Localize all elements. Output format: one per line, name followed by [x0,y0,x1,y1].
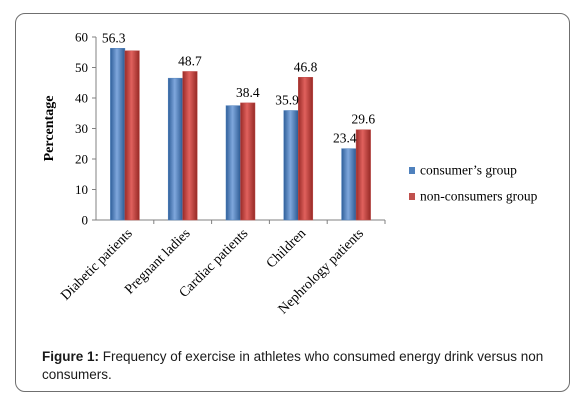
y-tick-label: 10 [75,182,88,197]
data-label: 35.9 [275,93,299,108]
caption-text: Frequency of exercise in athletes who co… [42,349,544,382]
data-label: 23.4 [333,131,357,146]
bar-consumer [283,110,299,221]
bar-non-consumer [182,71,198,221]
bar-non-consumer [240,102,256,221]
data-label: 46.8 [294,59,318,74]
y-axis-title: Percentage [42,96,57,162]
bar-consumer [225,105,241,221]
y-tick-label: 20 [75,152,88,167]
bar-consumer [167,77,183,221]
data-label: 56.3 [102,30,126,45]
figure-caption: Figure 1: Frequency of exercise in athle… [42,348,562,384]
chart-axes: 0 10 20 30 40 50 60 Percentage [42,30,386,228]
chart-bars [110,48,371,221]
y-tick-label: 0 [82,213,89,228]
y-tick-label: 40 [75,91,88,106]
data-label: 38.4 [236,85,260,100]
legend-swatch [409,193,415,200]
legend-label: consumer’s group [420,163,517,178]
y-tick-label: 50 [75,60,88,75]
bar-consumer [341,148,357,221]
bar-non-consumer [355,129,371,221]
bar-consumer [110,48,126,221]
data-label: 48.7 [178,53,202,68]
bar-non-consumer [124,50,140,221]
legend-label: non-consumers group [420,189,538,204]
y-tick-label: 30 [75,121,88,136]
bar-non-consumer [298,77,314,221]
caption-label: Figure 1: [42,349,100,364]
legend-swatch [409,167,415,174]
x-tick-label: Children [264,226,309,271]
x-tick-label: Diabetic patients [58,226,135,303]
y-tick-label: 60 [75,30,88,45]
data-label: 29.6 [352,112,376,127]
chart-legend: consumer’s group non-consumers group [409,163,538,204]
